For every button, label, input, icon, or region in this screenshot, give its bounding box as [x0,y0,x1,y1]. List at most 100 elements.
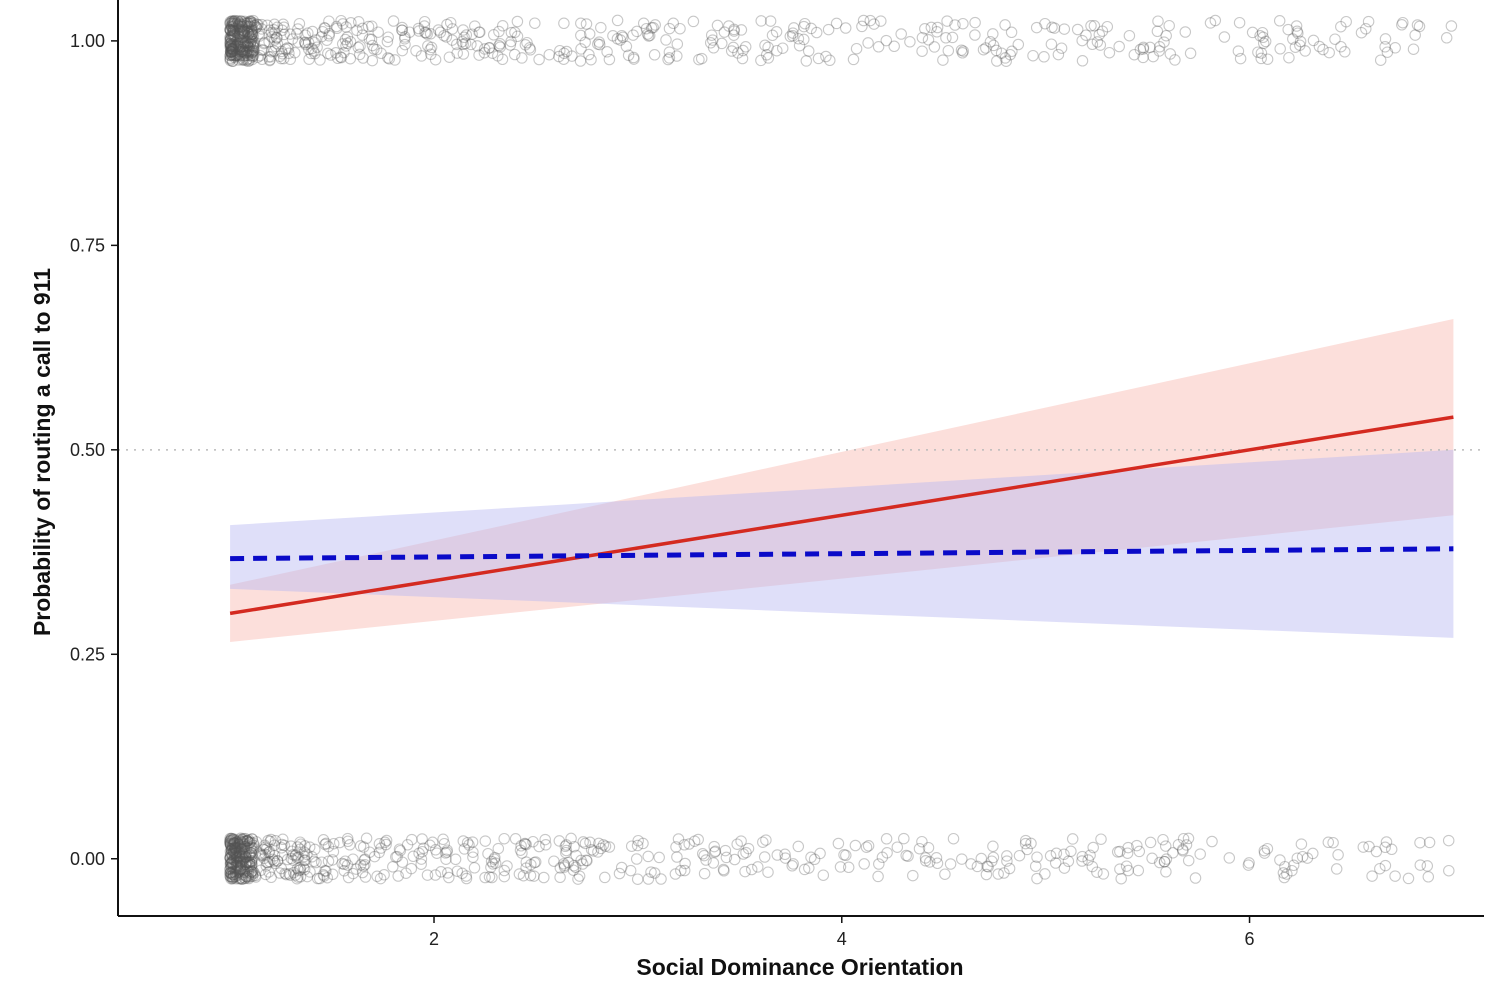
data-point-1-54 [375,842,387,854]
data-point-0-475 [403,26,416,38]
data-point-1-187 [467,846,479,858]
data-point-1-471 [244,867,257,879]
data-point-1-565 [241,835,254,847]
data-point-1-674 [263,855,276,868]
data-point-1-377 [1281,868,1293,880]
data-point-0-444 [707,42,720,54]
data-point-0-555 [1292,27,1304,39]
data-point-0-388 [776,42,789,54]
data-point-0-271 [687,15,700,28]
data-point-0-307 [957,45,969,57]
data-point-1-108 [672,833,685,845]
data-point-1-579 [585,843,598,856]
data-point-1-597 [487,858,499,870]
data-point-1-555 [238,852,250,865]
data-point-1-61 [489,851,501,864]
data-point-0-495 [255,23,268,35]
data-point-1-487 [739,865,751,878]
data-point-0-566 [705,29,718,41]
data-point-1-281 [249,869,262,882]
data-point-0-404 [946,31,959,44]
data-point-1-212 [240,858,252,870]
data-point-1-13 [708,840,720,853]
data-point-0-2 [580,18,593,30]
data-point-1-177 [1001,855,1013,867]
data-point-0-194 [334,51,347,63]
data-point-0-63 [824,54,836,67]
data-point-0-200 [323,27,335,40]
data-point-1-434 [229,835,241,847]
data-point-0-537 [284,53,297,66]
data-point-0-247 [224,37,236,50]
data-point-1-282 [232,856,244,869]
data-point-0-285 [593,38,606,51]
data-point-1-145 [529,856,542,868]
data-point-1-48 [294,863,307,876]
data-point-0-695 [233,18,245,31]
data-point-1-569 [233,873,246,885]
data-point-1-105 [237,855,249,868]
data-point-1-656 [239,856,252,869]
data-point-0-276 [226,44,239,56]
data-point-1-171 [245,865,258,878]
data-point-1-167 [303,841,316,853]
data-point-0-176 [241,17,254,29]
data-point-0-152 [237,51,249,63]
data-point-1-335 [225,872,237,885]
data-point-1-313 [248,839,260,852]
data-point-1-200 [527,835,539,848]
data-point-1-445 [224,837,236,850]
data-point-0-458 [880,34,893,47]
data-point-0-314 [234,46,246,58]
data-point-1-459 [1206,835,1218,848]
data-point-0-402 [278,28,290,41]
data-point-1-659 [342,871,355,884]
data-point-1-233 [228,836,240,849]
data-point-0-638 [399,38,411,51]
data-point-1-139 [238,846,251,859]
data-point-0-630 [225,43,237,55]
data-point-1-340 [437,833,449,846]
data-point-1-315 [356,866,369,879]
data-point-1-628 [919,852,932,864]
data-point-1-427 [280,868,292,881]
data-point-0-178 [235,43,247,56]
data-point-0-494 [494,38,506,50]
data-point-0-574 [243,20,255,33]
data-point-1-304 [919,855,932,867]
data-point-1-153 [429,844,442,856]
data-point-1-464 [1058,848,1070,861]
data-point-0-196 [228,28,241,41]
data-point-0-401 [303,53,315,65]
data-point-1-194 [580,854,593,867]
data-point-1-580 [268,839,281,851]
data-point-1-361 [678,864,691,877]
data-point-0-485 [1232,45,1245,57]
data-point-0-359 [224,49,237,62]
data-point-0-188 [293,17,306,30]
data-point-1-690 [525,858,537,871]
data-point-1-586 [239,872,252,884]
data-point-1-135 [630,853,643,865]
data-point-1-214 [416,845,429,858]
data-point-0-590 [1413,20,1426,33]
data-point-1-277 [1242,859,1255,871]
data-point-0-490 [671,50,683,62]
data-point-0-677 [228,51,241,64]
data-point-1-118 [299,840,311,852]
data-point-1-52 [224,870,236,882]
data-point-0-381 [919,23,931,35]
data-point-1-405 [520,838,532,851]
data-point-0-419 [1291,25,1303,38]
data-point-0-487 [237,40,250,53]
data-point-0-613 [1027,49,1039,62]
data-point-0-102 [308,36,321,49]
data-point-0-696 [230,39,243,52]
data-point-0-550 [240,47,253,59]
data-point-1-80 [224,834,237,846]
data-point-0-609 [356,29,369,41]
data-point-1-75 [225,857,237,869]
data-point-0-431 [234,27,247,39]
data-point-0-345 [399,33,411,45]
data-point-0-238 [238,25,250,37]
